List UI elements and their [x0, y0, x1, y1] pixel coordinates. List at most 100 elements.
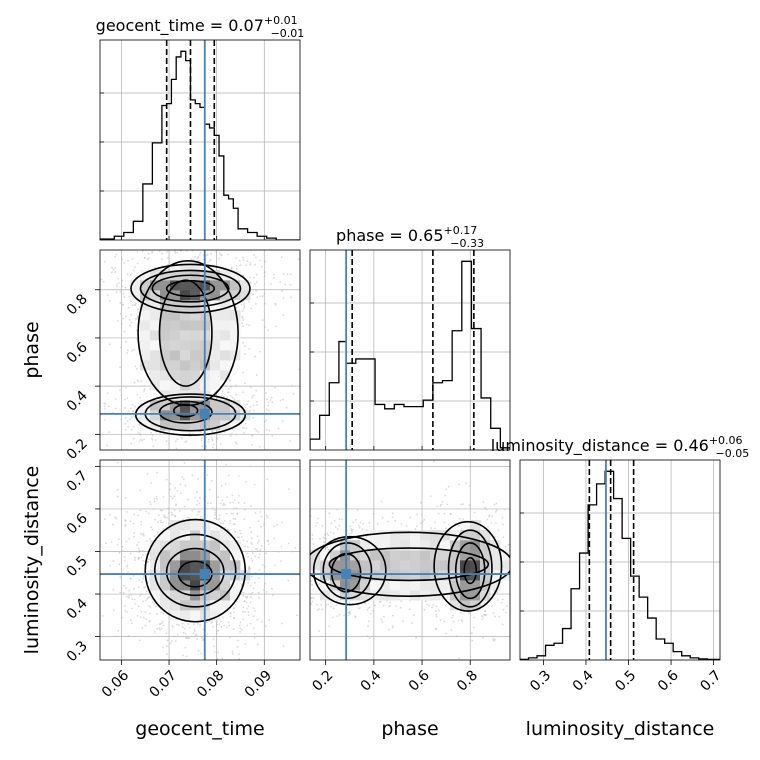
sample-point	[513, 544, 515, 546]
sample-point	[170, 495, 172, 498]
density-cell	[190, 600, 201, 611]
sample-point	[205, 254, 208, 257]
density-cell	[160, 560, 171, 571]
sample-point	[255, 303, 257, 305]
sample-point	[159, 243, 161, 245]
sample-point	[327, 603, 329, 606]
density-cell	[180, 280, 191, 291]
sample-point	[210, 479, 213, 482]
sample-point	[242, 618, 245, 621]
sample-point	[132, 437, 135, 440]
sample-point	[336, 508, 338, 511]
density-cell	[460, 520, 471, 531]
sample-point	[501, 623, 504, 626]
density-cell	[370, 570, 381, 581]
density-cell	[190, 280, 201, 291]
density-cell	[210, 360, 221, 371]
sample-point	[472, 664, 474, 666]
title-luminosity-distance: luminosity_distance = 0.46+0.06 −0.05	[491, 434, 750, 460]
sample-point	[239, 529, 241, 532]
sample-point	[124, 407, 126, 409]
sample-point	[513, 581, 515, 583]
sample-point	[123, 330, 126, 333]
sample-point	[242, 308, 245, 310]
sample-point	[276, 523, 278, 526]
sample-point	[165, 478, 168, 481]
sample-point	[338, 613, 341, 616]
density-cell	[210, 370, 221, 381]
density-cell	[180, 610, 191, 621]
density-cell	[170, 520, 181, 531]
sample-point	[244, 345, 246, 347]
sample-point	[518, 589, 520, 591]
sample-point	[294, 546, 297, 549]
sample-point	[368, 637, 371, 640]
density-cell	[140, 300, 151, 311]
sample-point	[131, 598, 134, 601]
sample-point	[242, 606, 245, 609]
density-cell	[470, 580, 481, 591]
sample-point	[126, 273, 129, 276]
sample-point	[122, 591, 125, 594]
density-cell	[360, 590, 371, 601]
sample-point	[129, 520, 132, 523]
sample-point	[242, 432, 245, 434]
sample-point	[210, 252, 212, 255]
sample-point	[314, 525, 317, 527]
sample-point	[252, 504, 254, 506]
sample-point	[249, 276, 251, 279]
density-cell	[170, 530, 181, 541]
sample-point	[220, 502, 222, 505]
sample-point	[233, 617, 236, 619]
sample-point	[234, 518, 237, 520]
sample-point	[127, 259, 129, 262]
hist-step-geocent-time	[100, 50, 300, 240]
xtick-label-geocent-time: 0.08	[194, 668, 227, 701]
sample-point	[247, 605, 250, 608]
sample-point	[261, 543, 263, 545]
sample-point	[229, 434, 232, 437]
sample-point	[131, 304, 134, 307]
sample-point	[136, 315, 139, 318]
sample-point	[102, 280, 105, 283]
density-cell	[500, 550, 510, 561]
sample-point	[127, 410, 130, 412]
sample-point	[161, 646, 164, 649]
sample-point	[266, 478, 269, 481]
sample-point	[132, 269, 135, 272]
sample-point	[162, 613, 165, 615]
density-cell	[190, 610, 201, 621]
sample-point	[323, 541, 326, 544]
density-cell	[480, 530, 491, 541]
sample-point	[117, 320, 119, 322]
sample-point	[202, 639, 204, 642]
sample-point	[302, 564, 304, 566]
sample-point	[191, 474, 194, 477]
sample-point	[123, 296, 126, 298]
sample-point	[256, 296, 259, 299]
xlabel-luminosity-distance: luminosity_distance	[526, 718, 715, 740]
sample-point	[174, 487, 177, 489]
sample-point	[251, 550, 254, 553]
sample-point	[374, 604, 376, 607]
sample-point	[245, 481, 247, 483]
sample-point	[526, 544, 528, 546]
sample-point	[132, 522, 135, 525]
sample-point	[145, 510, 148, 513]
sample-point	[280, 545, 283, 548]
sample-point	[120, 394, 123, 397]
sample-point	[281, 420, 284, 423]
sample-point	[183, 245, 185, 247]
xtick-label-luminosity-distance: 0.3	[527, 668, 554, 695]
sample-point	[330, 605, 332, 608]
sample-point	[255, 389, 258, 392]
sample-point	[484, 610, 487, 612]
sample-point	[269, 604, 271, 606]
density-cell	[420, 540, 431, 551]
contour-level-1-0	[322, 542, 373, 600]
sample-point	[319, 537, 321, 540]
sample-point	[416, 525, 418, 528]
sample-point	[214, 509, 217, 512]
density-cell	[190, 310, 201, 321]
sample-point	[140, 523, 143, 526]
